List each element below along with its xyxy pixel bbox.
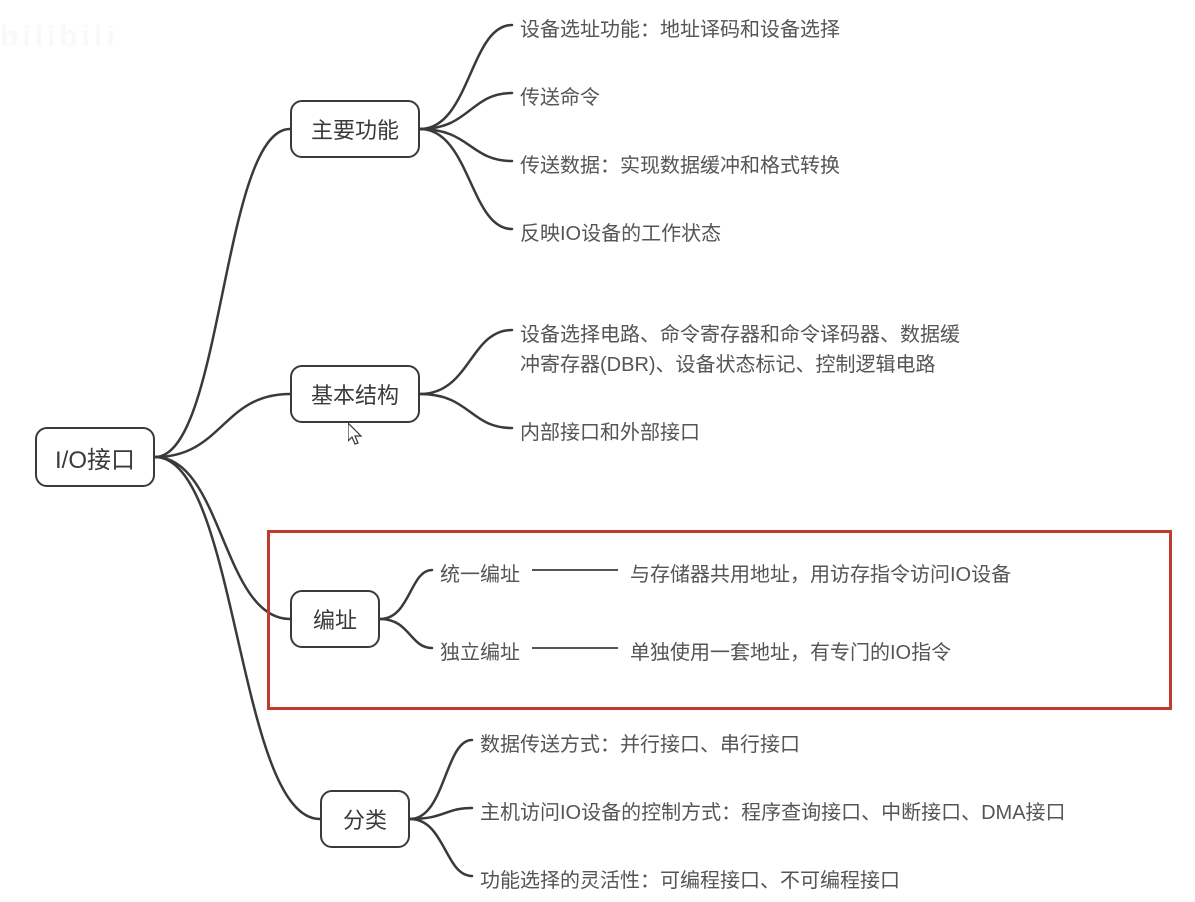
leaf-structure-1: 内部接口和外部接口 [520, 416, 700, 445]
root-node-label: I/O接口 [55, 440, 135, 475]
leaf-functions-3: 反映IO设备的工作状态 [520, 217, 721, 246]
branch-classification: 分类 [320, 790, 410, 848]
leaf-classification-2: 功能选择的灵活性：可编程接口、不可编程接口 [480, 864, 900, 893]
leaf-structure-0-line2: 冲寄存器(DBR)、设备状态标记、控制逻辑电路 [520, 348, 936, 377]
leaf-addressing-1: 独立编址 [440, 636, 520, 665]
leaf-addressing-0: 统一编址 [440, 558, 520, 587]
branch-classification-label: 分类 [343, 803, 387, 835]
connector-layer [0, 0, 1195, 902]
leaf-addressing-1-cont: 单独使用一套地址，有专门的IO指令 [630, 636, 951, 665]
branch-functions-label: 主要功能 [311, 113, 399, 145]
leaf-functions-1: 传送命令 [520, 81, 600, 110]
branch-structure: 基本结构 [290, 365, 420, 423]
branch-structure-label: 基本结构 [311, 378, 399, 410]
leaf-structure-0: 设备选择电路、命令寄存器和命令译码器、数据缓 [520, 318, 960, 347]
branch-addressing-label: 编址 [313, 603, 357, 635]
root-node: I/O接口 [35, 427, 155, 487]
leaf-functions-2: 传送数据：实现数据缓冲和格式转换 [520, 149, 840, 178]
branch-functions: 主要功能 [290, 100, 420, 158]
branch-addressing: 编址 [290, 590, 380, 648]
leaf-classification-1: 主机访问IO设备的控制方式：程序查询接口、中断接口、DMA接口 [480, 796, 1066, 825]
leaf-classification-0: 数据传送方式：并行接口、串行接口 [480, 728, 800, 757]
leaf-functions-0: 设备选址功能：地址译码和设备选择 [520, 13, 840, 42]
leaf-addressing-0-cont: 与存储器共用地址，用访存指令访问IO设备 [630, 558, 1011, 587]
